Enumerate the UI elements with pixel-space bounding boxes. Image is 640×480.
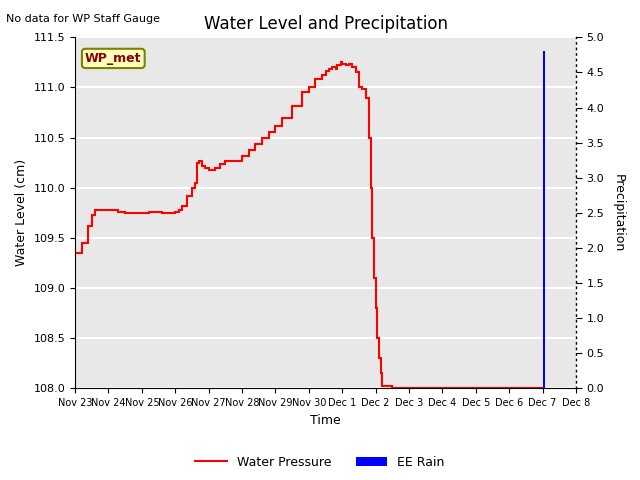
Bar [543, 51, 545, 388]
Water Pressure [539, 385, 547, 391]
Y-axis label: Precipitation: Precipitation [612, 174, 625, 252]
Water Pressure [378, 384, 386, 389]
Line: Water Pressure: Water Pressure [75, 62, 543, 388]
Water Pressure [104, 207, 112, 213]
Water Pressure [71, 250, 79, 256]
Legend: Water Pressure, EE Rain: Water Pressure, EE Rain [190, 451, 450, 474]
Water Pressure [388, 385, 396, 391]
Text: No data for WP Staff Gauge: No data for WP Staff Gauge [6, 14, 161, 24]
Y-axis label: Water Level (cm): Water Level (cm) [15, 159, 28, 266]
X-axis label: Time: Time [310, 414, 341, 427]
Water Pressure [337, 60, 344, 65]
Water Pressure [367, 185, 374, 191]
Text: WP_met: WP_met [85, 52, 141, 65]
Water Pressure [372, 305, 380, 311]
Water Pressure [362, 95, 369, 100]
Water Pressure [369, 235, 376, 241]
Title: Water Level and Precipitation: Water Level and Precipitation [204, 15, 447, 33]
